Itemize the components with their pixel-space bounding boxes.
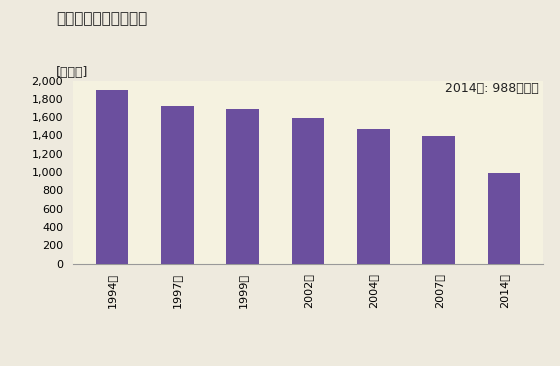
Text: 商業の事業所数の推移: 商業の事業所数の推移 — [56, 11, 147, 26]
Bar — [96, 90, 128, 264]
Bar — [357, 129, 390, 264]
Bar — [488, 173, 520, 264]
Bar — [422, 136, 455, 264]
Bar — [226, 109, 259, 264]
Bar — [161, 106, 194, 264]
Bar — [292, 118, 324, 264]
Text: 2014年: 988事業所: 2014年: 988事業所 — [445, 82, 539, 96]
Text: [事業所]: [事業所] — [56, 66, 88, 79]
